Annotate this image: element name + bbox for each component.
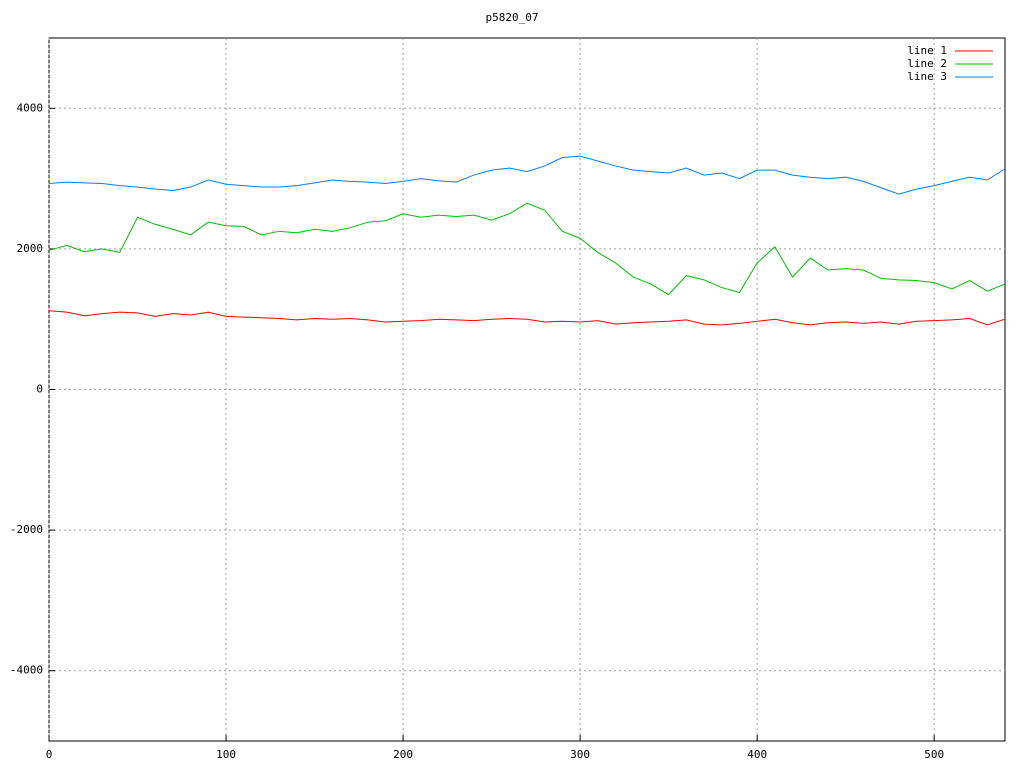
x-tick-label: 100 <box>216 748 236 761</box>
legend-label: line 2 <box>907 57 947 70</box>
y-tick-label: -4000 <box>10 664 43 677</box>
y-tick-label: 0 <box>36 383 43 396</box>
y-tick-label: -2000 <box>10 523 43 536</box>
data-line <box>48 310 1006 326</box>
legend-label: line 3 <box>907 70 947 83</box>
chart-title: p5820_07 <box>486 11 539 24</box>
legend-label: line 1 <box>907 44 947 57</box>
x-tick-label: 300 <box>570 748 590 761</box>
data-line <box>48 155 1006 195</box>
x-tick-label: 200 <box>393 748 413 761</box>
y-tick-label: 4000 <box>17 101 44 114</box>
data-line <box>48 202 1006 296</box>
plot-frame <box>48 37 1006 742</box>
x-tick-label: 400 <box>747 748 767 761</box>
x-tick-label: 0 <box>46 748 53 761</box>
x-tick-label: 500 <box>924 748 944 761</box>
y-tick-label: 2000 <box>17 242 44 255</box>
